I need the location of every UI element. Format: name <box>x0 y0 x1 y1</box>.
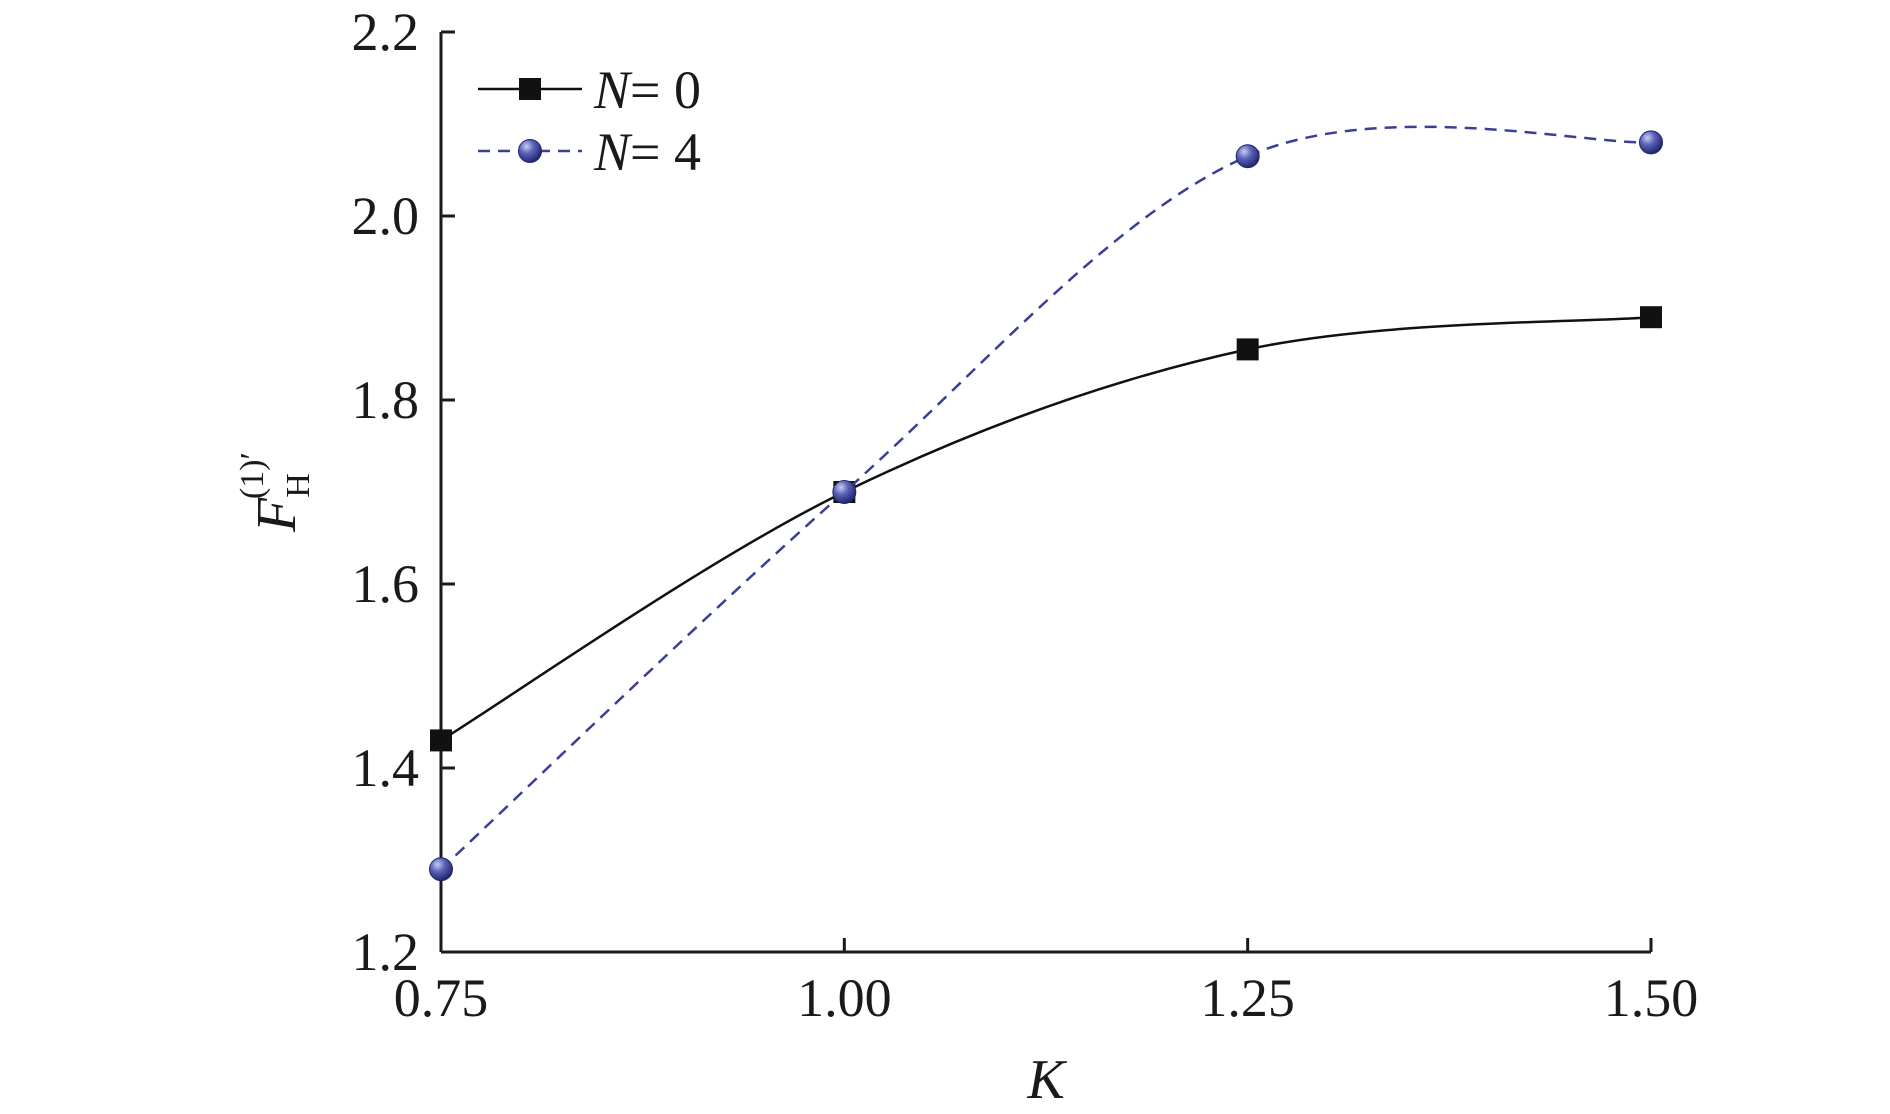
data-point <box>832 480 857 504</box>
x-axis-title: K <box>1026 1049 1067 1111</box>
legend: N= 0N= 4 <box>478 60 701 182</box>
legend-swatch-marker <box>518 139 542 163</box>
y-tick-label: 1.4 <box>352 738 420 798</box>
x-tick-label: 1.50 <box>1604 968 1699 1028</box>
svg-text:FH(1)′: FH (1)′ <box>234 452 317 533</box>
y-tick-label: 1.6 <box>352 554 420 614</box>
series-line <box>440 315 1652 742</box>
y-ticks: 1.2 1.4 1.6 1.8 2.0 2.2 <box>352 2 455 982</box>
y-tick-label: 2.0 <box>352 186 420 246</box>
y-tick-label: 1.8 <box>352 370 420 430</box>
axes <box>439 32 1651 954</box>
series-layer <box>429 125 1663 882</box>
series-n0 <box>430 306 1662 752</box>
y-tick-label: 1.2 <box>352 922 420 982</box>
data-point <box>1236 338 1259 361</box>
x-ticks: 0.75 1.00 1.25 1.50 <box>394 938 1699 1028</box>
series-line <box>440 125 1652 871</box>
y-axis-title: FH (1)′ <box>234 452 317 533</box>
data-point <box>429 857 453 882</box>
y-axis-title-subscript: H <box>280 473 317 498</box>
legend-swatch-marker <box>519 78 541 100</box>
y-axis-title-main: F <box>246 497 308 533</box>
x-tick-label: 1.25 <box>1200 968 1295 1028</box>
series-n4 <box>429 125 1663 882</box>
y-axis-title-superscript: (1)′ <box>234 452 271 499</box>
legend-label: N= 0 <box>593 60 701 120</box>
data-point <box>430 729 452 752</box>
data-point <box>1640 306 1662 329</box>
data-point <box>1639 130 1663 155</box>
x-tick-label: 0.75 <box>394 968 489 1028</box>
data-point <box>1235 144 1260 169</box>
legend-label: N= 4 <box>593 122 701 182</box>
x-tick-label: 1.00 <box>797 968 892 1028</box>
y-tick-label: 2.2 <box>352 2 420 62</box>
